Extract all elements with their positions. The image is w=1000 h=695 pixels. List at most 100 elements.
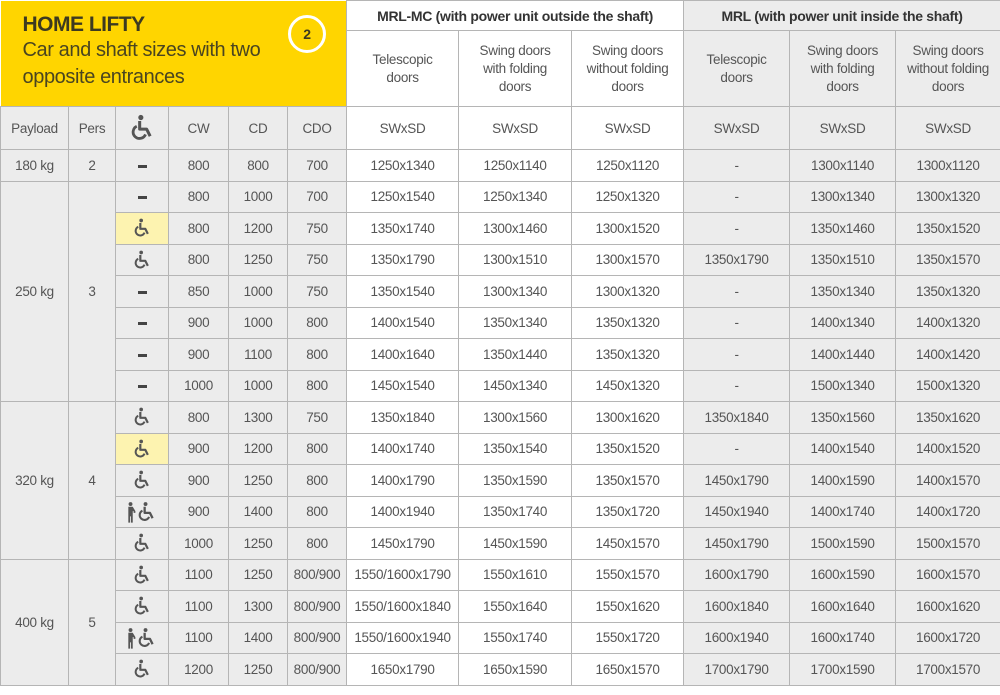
cw-cell: 1200 [168,653,229,686]
pers-cell: 2 [68,149,116,182]
col-cd: CD [228,106,288,150]
shaft-size-cell: 1350x1570 [895,243,1000,276]
shaft-size-cell: 1450x1940 [683,495,791,528]
wheelchair-assist-icon [127,501,157,523]
shaft-size-cell: 1500x1590 [789,527,897,560]
door-type-header: Swing doors with folding doors [789,30,897,107]
shaft-size-cell: 1400x1520 [895,432,1000,465]
shaft-size-cell: 1300x1120 [895,149,1000,182]
cd-cell: 1250 [228,653,288,686]
accessibility-cell [115,180,169,213]
shaft-size-cell: 1350x1740 [346,212,460,245]
shaft-size-cell: 1550x1620 [571,590,685,623]
table-row: 180 kg 2 800 800 700 1250x1340 1250x1140 1250x1… [0,149,1000,182]
shaft-size-cell: 1600x1570 [895,558,1000,591]
shaft-size-cell: 1550x1570 [571,558,685,591]
col-cw: CW [168,106,229,150]
door-type-header: Swing doors without folding doors [571,30,685,107]
shaft-size-cell: 1350x1520 [895,212,1000,245]
cdo-cell: 750 [286,212,348,245]
shaft-size-cell: 1600x1590 [789,558,897,591]
shaft-size-cell: 1550/1600x1940 [346,621,460,654]
cdo-cell: 800 [286,527,348,560]
cd-cell: 1200 [228,432,288,465]
pers-cell: 3 [68,180,116,402]
cd-cell: 1250 [228,243,288,276]
cw-cell: 900 [168,432,229,465]
shaft-size-cell: 1350x1620 [895,401,1000,434]
shaft-size-cell: 1600x1640 [789,590,897,623]
shaft-size-cell: 1600x1840 [683,590,791,623]
dash-icon [137,164,147,168]
cw-cell: 800 [168,401,229,434]
col-swxsd: SWxSD [571,106,685,150]
cdo-cell: 750 [286,401,348,434]
dash-icon [137,322,147,326]
shaft-size-cell: 1300x1560 [458,401,573,434]
table-row: 400 kg 5 1100 1250 800/900 1550/1600x1790 1550… [0,558,1000,686]
shaft-size-cell: 1350x1510 [789,243,897,276]
cw-cell: 900 [168,306,229,339]
cw-cell: 1000 [168,369,229,402]
shaft-size-cell: 1250x1120 [571,149,685,182]
shaft-size-cell: 1250x1140 [458,149,573,182]
shaft-size-cell: 1250x1320 [571,180,685,213]
shaft-size-cell: 1500x1570 [895,527,1000,560]
shaft-size-cell: - [683,338,791,371]
table-row: 850 1000 750 1350x1540 1300x1340 1300x1320-13… [1,275,1000,308]
cdo-cell: 800 [286,369,348,402]
shaft-size-cell: 1500x1340 [789,369,897,402]
shaft-size-cell: 1300x1570 [571,243,685,276]
door-type-line: Swing doors [592,42,664,58]
shaft-size-cell: 1400x1320 [895,306,1000,339]
shaft-size-cell: 1700x1590 [789,653,897,686]
shaft-size-cell: 1300x1460 [458,212,573,245]
shaft-size-cell: 1250x1540 [346,180,460,213]
door-type-line: doors [720,69,753,85]
cd-cell: 1000 [228,275,288,308]
table-row: 900 1100 800 1400x1640 1350x1440 1350x1320-14… [1,338,1000,371]
shaft-size-cell: 1400x1570 [895,464,1000,497]
accessibility-cell [115,275,169,308]
shaft-size-cell: - [683,306,791,339]
cdo-cell: 800 [286,464,348,497]
pers-cell: 5 [68,558,116,686]
shaft-size-cell: 1600x1740 [789,621,897,654]
shaft-size-cell: 1350x1790 [683,243,791,276]
shaft-size-cell: 1350x1590 [458,464,573,497]
accessibility-cell [115,495,169,528]
shaft-size-cell: 1650x1790 [346,653,460,686]
shaft-size-cell: 1350x1320 [571,306,685,339]
shaft-size-cell: - [683,149,791,182]
shaft-size-cell: 1350x1440 [458,338,573,371]
shaft-size-cell: 1400x1740 [346,432,460,465]
shaft-size-cell: 1400x1720 [895,495,1000,528]
shaft-size-cell: - [683,432,791,465]
col-cdo: CDO [286,106,348,150]
door-type-line: with folding [483,60,548,76]
cd-cell: 1200 [228,212,288,245]
pers-cell: 4 [68,401,116,560]
shaft-size-cell: 1350x1340 [789,275,897,308]
door-type-line: Swing doors [912,42,984,58]
accessibility-cell [115,621,169,654]
door-type-line: Telescopic [706,51,767,67]
cdo-cell: 800 [286,306,348,339]
wheelchair-icon [132,565,152,584]
shaft-size-cell: 1250x1340 [458,180,573,213]
wheelchair-assist-icon [127,627,157,649]
shaft-size-cell: 1400x1540 [346,306,460,339]
shaft-size-cell: 1300x1320 [571,275,685,308]
accessibility-cell [115,590,169,623]
shaft-size-cell: 1400x1640 [346,338,460,371]
shaft-size-cell: 1450x1790 [346,527,460,560]
shaft-size-cell: 1550x1610 [458,558,573,591]
accessibility-cell [115,401,169,434]
shaft-size-cell: 1550x1720 [571,621,685,654]
shaft-size-cell: 1650x1570 [571,653,685,686]
cd-cell: 1300 [228,401,288,434]
door-type-line: Swing doors [479,42,551,58]
table-row: 1100 1400 800/900 1550/1600x1940 1550x1740 15… [1,621,1000,654]
cd-cell: 800 [228,149,288,182]
col-pers: Pers [68,106,116,150]
